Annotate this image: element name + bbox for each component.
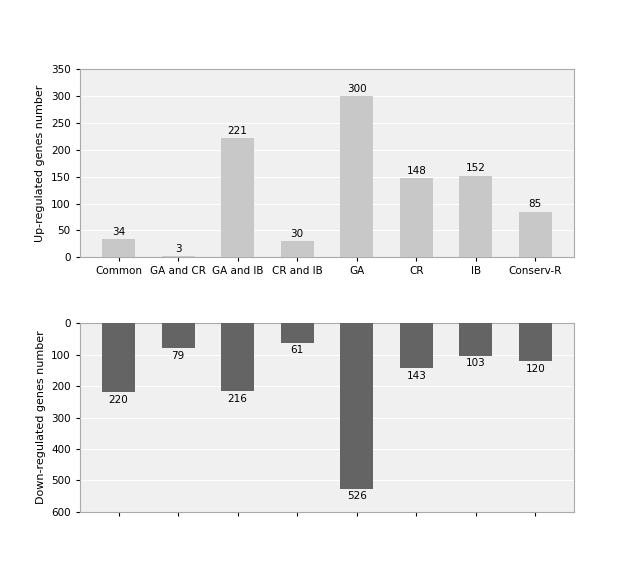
Bar	[519, 212, 552, 258]
Y-axis label: Down-regulated genes number: Down-regulated genes number	[36, 331, 45, 504]
Bar	[400, 178, 433, 258]
Bar	[281, 323, 314, 343]
Text: 3: 3	[175, 244, 181, 254]
Text: 220: 220	[108, 395, 128, 405]
Bar	[281, 242, 314, 258]
Text: 143: 143	[406, 371, 426, 381]
Text: 152: 152	[466, 163, 486, 174]
Bar	[400, 323, 433, 368]
Text: 85: 85	[529, 200, 542, 209]
Bar	[162, 323, 195, 348]
Text: 526: 526	[347, 491, 367, 501]
Bar	[459, 175, 492, 258]
Bar	[221, 323, 254, 391]
Text: 300: 300	[347, 84, 367, 94]
Text: 61: 61	[290, 345, 304, 355]
Bar	[340, 323, 373, 489]
Text: 216: 216	[228, 394, 248, 404]
Text: 120: 120	[526, 363, 545, 374]
Text: 34: 34	[112, 227, 125, 237]
Text: 103: 103	[466, 358, 486, 368]
Bar	[459, 323, 492, 356]
Text: 79: 79	[172, 351, 185, 361]
Bar	[102, 239, 135, 258]
Bar	[519, 323, 552, 361]
Y-axis label: Up-regulated genes number: Up-regulated genes number	[36, 85, 45, 242]
Bar	[102, 323, 135, 392]
Bar	[162, 256, 195, 258]
Text: 30: 30	[291, 229, 304, 239]
Bar	[340, 96, 373, 258]
Text: 148: 148	[406, 166, 426, 175]
Bar	[221, 139, 254, 258]
Text: 221: 221	[228, 126, 248, 136]
